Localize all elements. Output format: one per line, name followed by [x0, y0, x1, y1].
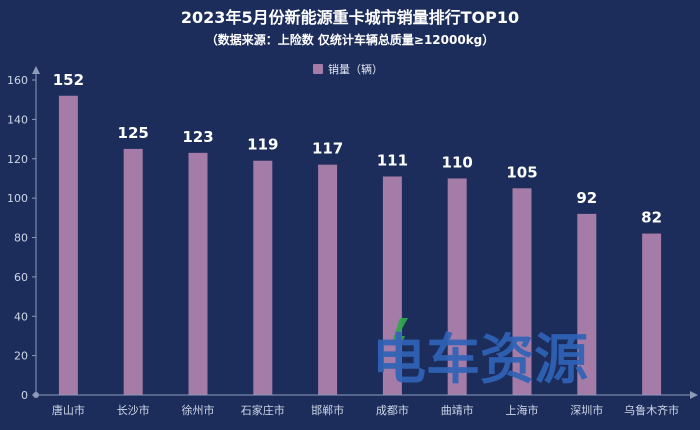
bars: 152 125 123 119 117 111 110 105 92 82 [53, 71, 662, 395]
chart-title: 2023年5月份新能源重卡城市销量排行TOP10 [181, 8, 519, 27]
data-label: 125 [118, 124, 149, 142]
bar[interactable] [512, 188, 532, 395]
y-axis-arrow [32, 66, 40, 74]
y-tick-label: 40 [14, 310, 28, 323]
bar[interactable] [642, 233, 662, 395]
bar[interactable] [447, 178, 467, 395]
legend-swatch [313, 64, 323, 74]
y-axis: 0 20 40 60 80 100 120 140 160 [7, 66, 40, 402]
data-label: 123 [182, 128, 213, 146]
watermark-text: 电车资源 [372, 328, 588, 391]
x-tick-label: 成都市 [376, 403, 409, 417]
data-label: 117 [312, 140, 343, 158]
data-label: 119 [247, 136, 278, 154]
x-tick-label: 长沙市 [117, 403, 150, 417]
axis-origin [33, 392, 39, 398]
x-tick-label: 上海市 [506, 403, 539, 417]
plug-icon [392, 318, 408, 360]
y-tick-label: 100 [7, 192, 28, 205]
legend[interactable]: 销量（辆） [313, 62, 383, 76]
data-label: 82 [641, 209, 662, 227]
x-tick-label: 深圳市 [570, 403, 603, 417]
x-tick-label: 乌鲁木齐市 [624, 403, 679, 417]
y-tick-label: 60 [14, 271, 28, 284]
bar[interactable] [58, 95, 78, 395]
bar[interactable] [123, 148, 143, 395]
x-tick-label: 石家庄市 [241, 403, 285, 417]
data-label: 110 [442, 153, 473, 171]
data-label: 111 [377, 151, 408, 169]
data-label: 92 [576, 189, 597, 207]
x-axis-arrow [690, 391, 698, 399]
x-axis: 唐山市 长沙市 徐州市 石家庄市 邯郸市 成都市 曲靖市 上海市 深圳市 乌鲁木齐市 [33, 391, 698, 417]
bar[interactable] [318, 164, 338, 395]
y-tick-label: 120 [7, 153, 28, 166]
x-tick-label: 邯郸市 [311, 403, 344, 417]
y-tick-label: 160 [7, 74, 28, 87]
bar[interactable] [577, 213, 597, 395]
x-tick-label: 唐山市 [52, 403, 85, 417]
data-label: 152 [53, 71, 84, 89]
watermark-logo: 电车资源 [372, 318, 588, 391]
bar[interactable] [253, 160, 273, 395]
y-tick-label: 140 [7, 113, 28, 126]
x-tick-label: 曲靖市 [441, 403, 474, 417]
data-label: 105 [506, 163, 537, 181]
legend-label: 销量（辆） [328, 62, 383, 76]
y-tick-label: 20 [14, 350, 28, 363]
y-tick-label: 80 [14, 232, 28, 245]
x-tick-label: 徐州市 [182, 403, 215, 417]
chart-subtitle: （数据来源：上险数 仅统计车辆总质量≥12000kg） [206, 32, 495, 47]
bar[interactable] [188, 152, 208, 395]
y-tick-label: 0 [21, 389, 28, 402]
